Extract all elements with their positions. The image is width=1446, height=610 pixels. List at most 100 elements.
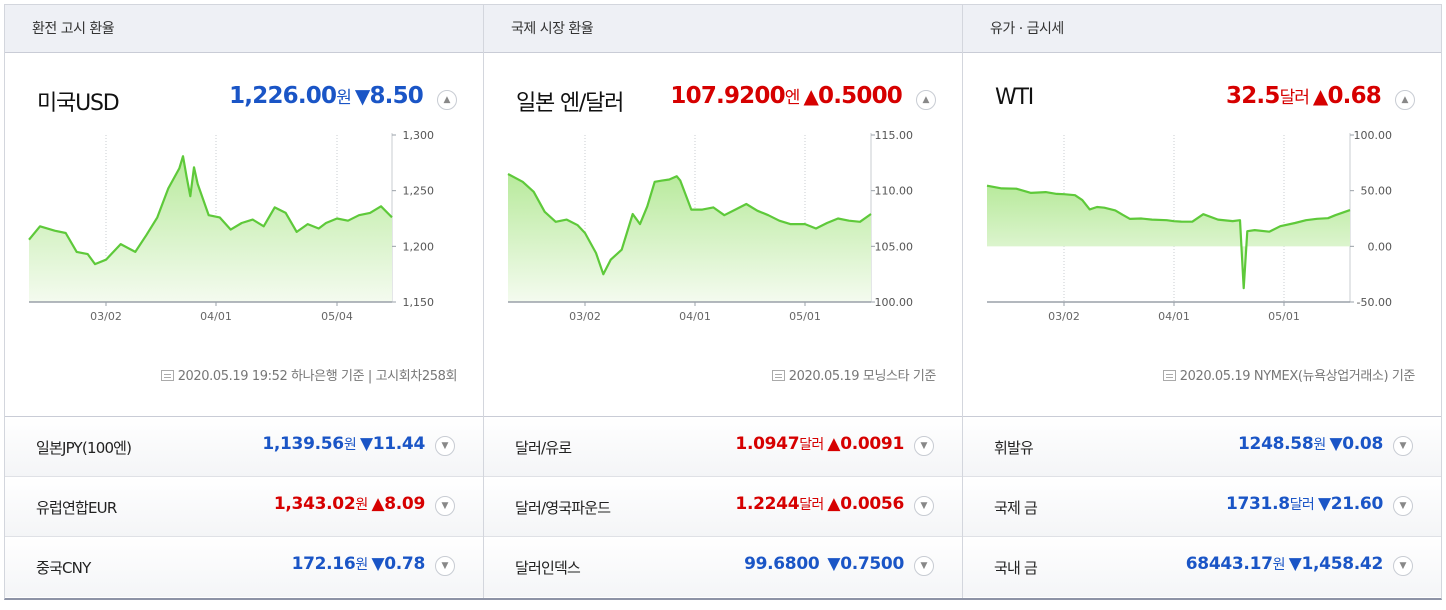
y-tick-label: 0.00 — [1368, 240, 1393, 253]
quote-row-gasoline[interactable]: 휘발유 1248.58원 ▼0.08 ▼ — [963, 417, 1441, 477]
price-chart: 03/02 04/01 05/01 100.00 50.00 0.00 -50.00 — [986, 129, 1417, 393]
quote-row-change: 11.44 — [372, 434, 426, 454]
quote-row-value: 68443.17원 ▼1,458.42 — [1185, 554, 1384, 574]
quote-row-jpy[interactable]: 일본JPY(100엔) 1,139.56원 ▼11.44 ▼ — [5, 417, 483, 477]
quote-row-name[interactable]: 유럽연합EUR — [36, 499, 117, 517]
main-quote-value: 1,226.00원 ▼8.50 — [229, 83, 424, 109]
chevron-down-icon[interactable]: ▼ — [1393, 496, 1413, 516]
main-quote-unit: 엔 — [784, 88, 801, 108]
main-quote-price: 1,226.00 — [229, 83, 337, 109]
series-area — [508, 174, 871, 302]
source-note: 2020.05.19 19:52 하나은행 기준 | 고시회차258회 — [160, 365, 458, 384]
quote-row-value: 99.6800 ▼0.7500 — [744, 554, 904, 574]
main-quote-price: 107.9200 — [670, 83, 785, 109]
y-tick-label: 1,150 — [403, 296, 435, 309]
quote-row-unit: 원 — [1313, 437, 1326, 453]
up-arrow-icon: ▲ — [1312, 84, 1328, 108]
chart-svg: 03/02 04/01 05/01 115.00 110.00 105.00 100.00 — [507, 129, 914, 323]
quote-row-cny[interactable]: 중국CNY 172.16원 ▼0.78 ▼ — [5, 537, 483, 597]
quote-row-price: 1,343.02 — [273, 494, 356, 514]
column-header[interactable]: 환전 고시 환율 — [5, 5, 483, 53]
source-text: 2020.05.19 모닝스타 기준 — [788, 369, 937, 384]
x-tick-label: 05/04 — [321, 310, 353, 323]
quote-row-change: 0.0056 — [840, 494, 904, 514]
chevron-down-icon[interactable]: ▼ — [435, 556, 455, 576]
main-quote-unit: 원 — [336, 88, 352, 108]
price-chart: 03/02 04/01 05/04 1,300 1,250 1,200 1,150 — [28, 129, 459, 393]
quote-row-name[interactable]: 국내 금 — [994, 559, 1038, 577]
quote-row-unit: 달러 — [799, 437, 824, 453]
down-arrow-icon: ▼ — [1329, 434, 1343, 454]
chevron-down-icon[interactable]: ▼ — [1393, 436, 1413, 456]
chevron-down-icon[interactable]: ▼ — [914, 556, 934, 576]
chevron-down-icon[interactable]: ▼ — [914, 496, 934, 516]
quote-row-value: 172.16원 ▼0.78 — [292, 554, 426, 574]
down-arrow-icon: ▼ — [371, 554, 385, 574]
quote-row-price: 1248.58 — [1238, 434, 1314, 454]
down-arrow-icon: ▼ — [359, 434, 373, 454]
quote-row-change: 0.0091 — [840, 434, 904, 454]
main-quote-change: 0.5000 — [818, 83, 903, 109]
down-arrow-icon: ▼ — [827, 554, 841, 574]
quote-row-dollar-euro[interactable]: 달러/유로 1.0947달러 ▲0.0091 ▼ — [484, 417, 962, 477]
series-line — [28, 155, 393, 266]
market-info-widget: 환전 고시 환율 미국USD 1,226.00원 ▼8.50 ▲ 03/02 04/… — [4, 4, 1442, 600]
quote-row-value: 1731.8달러 ▼21.60 — [1226, 494, 1383, 514]
y-tick-label: 115.00 — [875, 129, 914, 142]
x-tick-label: 03/02 — [569, 310, 601, 323]
chevron-up-icon[interactable]: ▲ — [437, 90, 457, 110]
quote-row-value: 1,139.56원 ▼11.44 — [262, 434, 425, 454]
chevron-up-icon[interactable]: ▲ — [916, 90, 936, 110]
series-area — [29, 156, 392, 302]
quote-row-value: 1.2244달러 ▲0.0056 — [735, 494, 904, 514]
quote-row-dollar-index[interactable]: 달러인덱스 99.6800 ▼0.7500 ▼ — [484, 537, 962, 597]
column-header[interactable]: 국제 시장 환율 — [484, 5, 962, 53]
chevron-down-icon[interactable]: ▼ — [1393, 556, 1413, 576]
quote-row-name[interactable]: 달러/유로 — [515, 439, 572, 457]
main-quote-change: 8.50 — [369, 83, 423, 109]
x-tick-label: 03/02 — [1048, 310, 1080, 323]
quote-row-dollar-pound[interactable]: 달러/영국파운드 1.2244달러 ▲0.0056 ▼ — [484, 477, 962, 537]
quote-row-unit: 원 — [355, 497, 368, 513]
quote-row-price: 68443.17 — [1185, 554, 1273, 574]
quote-row-eur[interactable]: 유럽연합EUR 1,343.02원 ▲8.09 ▼ — [5, 477, 483, 537]
chevron-down-icon[interactable]: ▼ — [914, 436, 934, 456]
quote-row-name[interactable]: 국제 금 — [994, 499, 1038, 517]
up-arrow-icon: ▲ — [827, 494, 841, 514]
x-tick-label: 04/01 — [1158, 310, 1190, 323]
y-tick-label: 100.00 — [875, 296, 914, 309]
quote-row-value: 1.0947달러 ▲0.0091 — [735, 434, 904, 454]
quote-row-unit: 원 — [343, 437, 357, 453]
y-tick-label: -50.00 — [1357, 296, 1392, 309]
quote-row-name[interactable]: 일본JPY(100엔) — [36, 439, 132, 457]
up-arrow-icon: ▲ — [803, 84, 819, 108]
chevron-up-icon[interactable]: ▲ — [1395, 90, 1415, 110]
quote-row-name[interactable]: 중국CNY — [36, 559, 91, 577]
y-tick-label: 1,200 — [403, 240, 435, 253]
quote-row-domestic-gold[interactable]: 국내 금 68443.17원 ▼1,458.42 ▼ — [963, 537, 1441, 597]
quote-row-name[interactable]: 휘발유 — [994, 439, 1034, 457]
chevron-down-icon[interactable]: ▼ — [435, 436, 455, 456]
main-quote-title[interactable]: WTI — [995, 85, 1034, 110]
document-icon — [1162, 370, 1176, 381]
x-tick-label: 04/01 — [679, 310, 711, 323]
quote-row-price: 1.0947 — [735, 434, 800, 454]
quote-row-name[interactable]: 달러/영국파운드 — [515, 499, 611, 517]
source-note: 2020.05.19 NYMEX(뉴욕상업거래소) 기준 — [1162, 365, 1416, 384]
source-text: 2020.05.19 19:52 하나은행 기준 | 고시회차258회 — [177, 369, 458, 384]
source-text: 2020.05.19 NYMEX(뉴욕상업거래소) 기준 — [1179, 369, 1416, 384]
y-tick-label: 110.00 — [875, 185, 914, 198]
main-quote-title[interactable]: 미국USD — [37, 91, 120, 116]
quote-row-name[interactable]: 달러인덱스 — [515, 559, 581, 577]
exchange-rate-column: 환전 고시 환율 미국USD 1,226.00원 ▼8.50 ▲ 03/02 04/… — [5, 5, 484, 598]
series-area — [987, 185, 1350, 289]
main-quote-title[interactable]: 일본 엔/달러 — [516, 91, 624, 116]
quote-row-intl-gold[interactable]: 국제 금 1731.8달러 ▼21.60 ▼ — [963, 477, 1441, 537]
chevron-down-icon[interactable]: ▼ — [435, 496, 455, 516]
main-quote-value: 107.9200엔 ▲0.5000 — [670, 83, 902, 109]
quote-row-unit: 원 — [1272, 557, 1286, 573]
column-header[interactable]: 유가 · 금시세 — [963, 5, 1441, 53]
quote-row-change: 21.60 — [1330, 494, 1384, 514]
quote-row-value: 1248.58원 ▼0.08 — [1238, 434, 1383, 454]
quote-row-price: 1731.8 — [1225, 494, 1290, 514]
